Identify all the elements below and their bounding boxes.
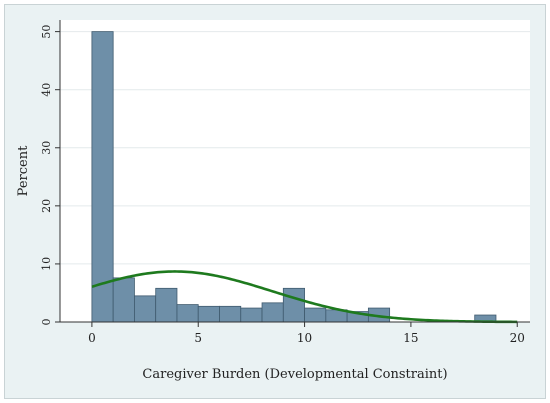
histogram-bar-2 <box>134 295 157 323</box>
histogram-bar-4 <box>176 304 199 323</box>
y-tick-label: 50 <box>40 25 53 39</box>
y-tick-label: 30 <box>40 141 53 155</box>
y-tick-label: 20 <box>40 199 53 213</box>
y-axis-title: Percent <box>16 145 31 196</box>
histogram-bar-10 <box>304 307 327 323</box>
x-tick-label: 15 <box>403 331 418 345</box>
histogram-bar-0 <box>91 31 114 323</box>
normal-density-curve <box>91 270 518 324</box>
histogram-chart: 0 10 20 30 40 50 0 5 10 15 20 Caregiver Burden (Dev… <box>16 20 530 382</box>
histogram-bar-1 <box>112 277 135 323</box>
x-tick-label: 10 <box>297 331 312 345</box>
chart-figure: 0 10 20 30 40 50 0 5 10 15 20 Caregiver Burden (Dev… <box>4 4 546 399</box>
histogram-bar-5 <box>197 305 220 323</box>
histogram-bar-3 <box>155 287 178 323</box>
x-tick-label: 0 <box>88 331 96 345</box>
x-tick-label: 5 <box>194 331 202 345</box>
plot-area <box>60 20 530 322</box>
histogram-bar-9 <box>282 287 305 323</box>
histogram-bar-7 <box>240 307 263 323</box>
y-tick-label: 0 <box>40 319 53 326</box>
x-axis-title: Caregiver Burden (Developmental Constrai… <box>142 367 447 382</box>
x-tick-label: 20 <box>510 331 525 345</box>
histogram-bar-6 <box>219 305 242 323</box>
y-tick-label: 10 <box>40 257 53 271</box>
y-tick-label: 40 <box>40 83 53 97</box>
histogram-bar-8 <box>261 302 284 323</box>
